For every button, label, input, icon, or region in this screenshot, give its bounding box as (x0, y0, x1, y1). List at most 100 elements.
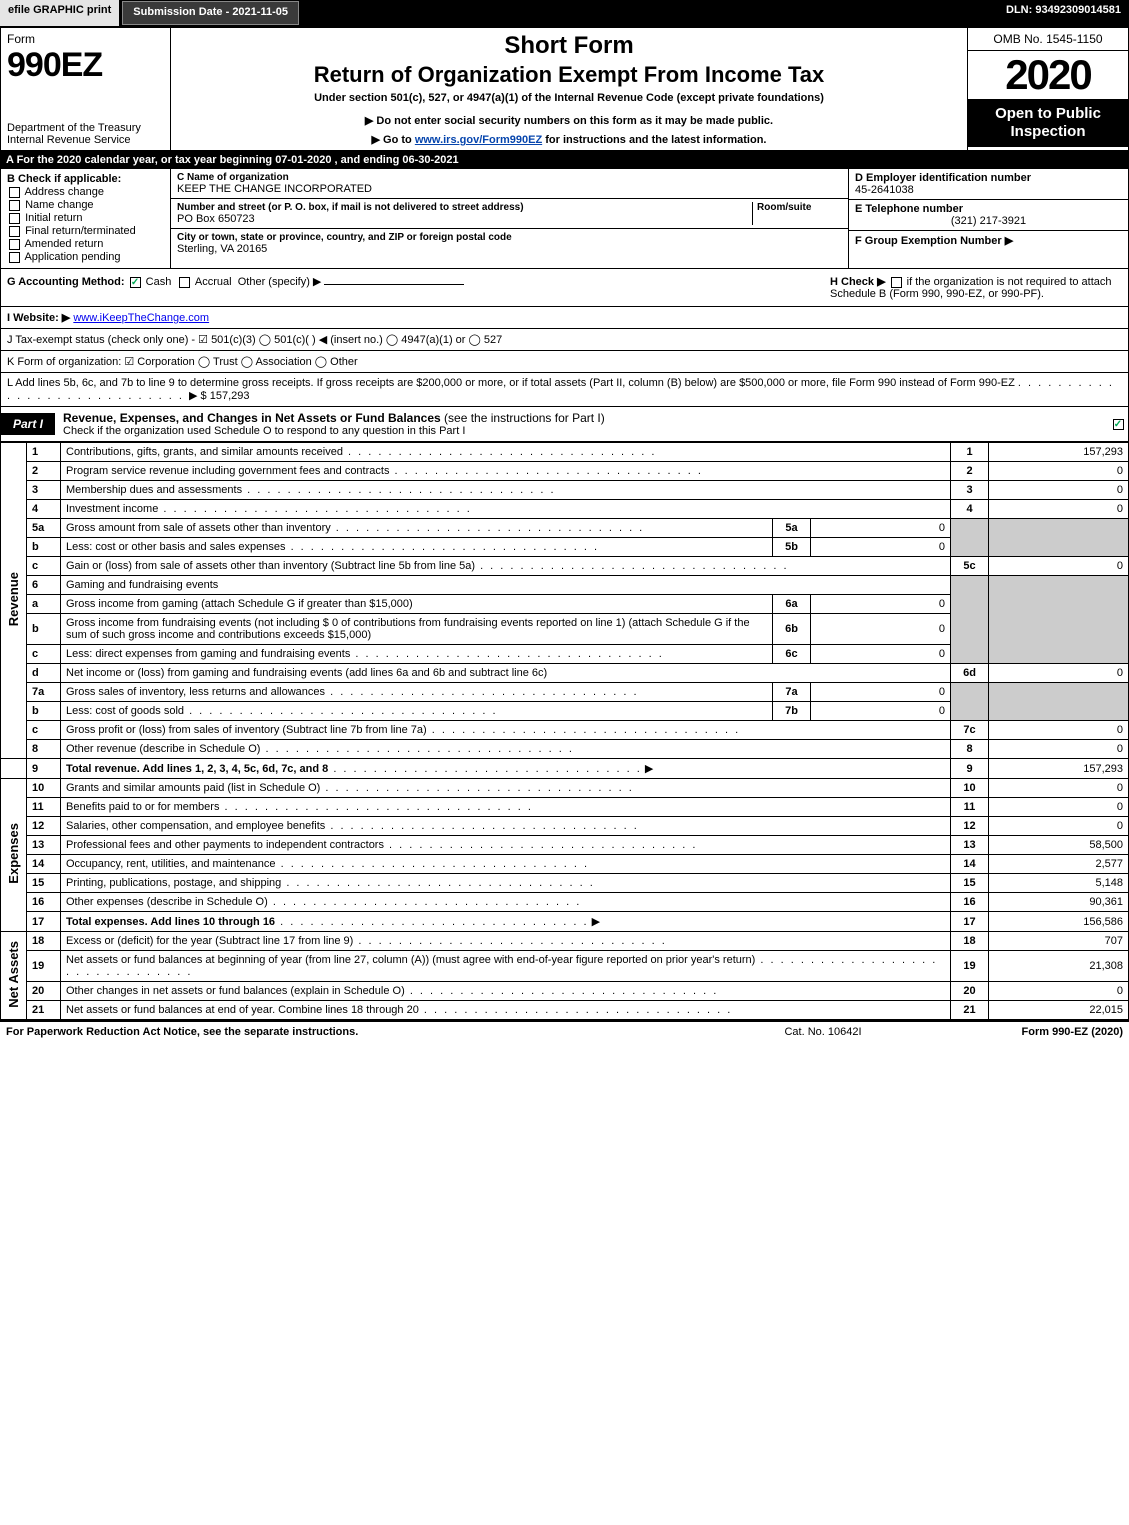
page-footer: For Paperwork Reduction Act Notice, see … (0, 1020, 1129, 1042)
other-specify-input[interactable] (324, 284, 464, 285)
footer-mid: Cat. No. 10642I (723, 1026, 923, 1038)
line-desc: Excess or (deficit) for the year (Subtra… (61, 932, 951, 951)
line-amount: 0 (989, 481, 1129, 500)
sub-val: 0 (811, 702, 951, 721)
chk-cash[interactable] (130, 277, 141, 288)
cash-label: Cash (146, 276, 172, 288)
line-desc: Other changes in net assets or fund bala… (61, 982, 951, 1001)
line-num: 1 (27, 443, 61, 462)
ein-label: D Employer identification number (855, 172, 1122, 184)
org-name-label: C Name of organization (177, 172, 842, 183)
line-5c: c Gain or (loss) from sale of assets oth… (1, 557, 1129, 576)
line-num: 9 (27, 759, 61, 779)
dept-treasury: Department of the Treasury (7, 122, 164, 134)
sub-num: 5b (773, 538, 811, 557)
chk-address-change[interactable]: Address change (7, 186, 164, 198)
efile-print-button[interactable]: efile GRAPHIC print (0, 0, 121, 26)
sub-val: 0 (811, 519, 951, 538)
arrow-icon: ▶ (645, 763, 653, 775)
line-amount: 0 (989, 740, 1129, 759)
tax-year: 2020 (968, 51, 1128, 99)
section-g: G Accounting Method: Cash Accrual Other … (7, 275, 822, 300)
line-ref: 11 (951, 798, 989, 817)
line-11: 11 Benefits paid to or for members 11 0 (1, 798, 1129, 817)
header-right: OMB No. 1545-1150 2020 Open to Public In… (968, 28, 1128, 150)
line-num: d (27, 664, 61, 683)
under-section: Under section 501(c), 527, or 4947(a)(1)… (177, 92, 961, 104)
chk-final-return[interactable]: Final return/terminated (7, 225, 164, 237)
line-2: 2 Program service revenue including gove… (1, 462, 1129, 481)
chk-label: Initial return (25, 212, 82, 224)
chk-schedule-b[interactable] (891, 277, 902, 288)
line-ref: 6d (951, 664, 989, 683)
section-def: D Employer identification number 45-2641… (848, 169, 1128, 268)
spacer (300, 0, 998, 26)
gh-row: G Accounting Method: Cash Accrual Other … (0, 269, 1129, 307)
line-desc: Net assets or fund balances at beginning… (61, 951, 951, 982)
line-ref: 19 (951, 951, 989, 982)
arrow-icon: ▶ (592, 916, 600, 928)
line-ref: 14 (951, 855, 989, 874)
line-desc: Less: cost or other basis and sales expe… (61, 538, 773, 557)
sub-val: 0 (811, 538, 951, 557)
sub-num: 6a (773, 595, 811, 614)
line-desc: Other expenses (describe in Schedule O) (61, 893, 951, 912)
line-amount: 0 (989, 557, 1129, 576)
chk-label: Name change (25, 199, 94, 211)
website-link[interactable]: www.iKeepTheChange.com (73, 312, 209, 324)
line-num: 2 (27, 462, 61, 481)
chk-label: Address change (24, 186, 104, 198)
h-label: H Check ▶ (830, 276, 886, 288)
line-desc: Gross income from fundraising events (no… (61, 614, 773, 645)
sub-num: 7b (773, 702, 811, 721)
sub-val: 0 (811, 645, 951, 664)
line-num: 4 (27, 500, 61, 519)
ein-value: 45-2641038 (855, 184, 1122, 196)
footer-right: Form 990-EZ (2020) (923, 1026, 1123, 1038)
line-desc: Less: direct expenses from gaming and fu… (61, 645, 773, 664)
chk-name-change[interactable]: Name change (7, 199, 164, 211)
section-e: E Telephone number (321) 217-3921 (849, 200, 1128, 231)
chk-application-pending[interactable]: Application pending (7, 251, 164, 263)
city-label: City or town, state or province, country… (177, 232, 842, 243)
chk-amended-return[interactable]: Amended return (7, 238, 164, 250)
city-row: City or town, state or province, country… (171, 229, 848, 258)
line-desc: Total expenses. Add lines 10 through 16 … (61, 912, 951, 932)
chk-initial-return[interactable]: Initial return (7, 212, 164, 224)
street-row: Number and street (or P. O. box, if mail… (171, 199, 848, 229)
grey-cell (989, 519, 1129, 557)
chk-label: Amended return (24, 238, 103, 250)
line-ref: 15 (951, 874, 989, 893)
org-name-row: C Name of organization KEEP THE CHANGE I… (171, 169, 848, 199)
line-num: 18 (27, 932, 61, 951)
vtab-netassets: Net Assets (1, 932, 27, 1020)
part1-title-text: Revenue, Expenses, and Changes in Net As… (63, 411, 441, 425)
line-3: 3 Membership dues and assessments 3 0 (1, 481, 1129, 500)
room-label: Room/suite (757, 202, 842, 213)
line-desc: Net income or (loss) from gaming and fun… (61, 664, 951, 683)
dept-irs: Internal Revenue Service (7, 134, 164, 146)
ssn-warning: ▶ Do not enter social security numbers o… (177, 114, 961, 127)
part1-check[interactable] (1108, 418, 1128, 430)
line-18: Net Assets 18 Excess or (deficit) for th… (1, 932, 1129, 951)
line-ref: 18 (951, 932, 989, 951)
irs-link[interactable]: www.irs.gov/Form990EZ (415, 134, 542, 146)
line-desc: Investment income (61, 500, 951, 519)
sub-val: 0 (811, 614, 951, 645)
chk-accrual[interactable] (179, 277, 190, 288)
open-inspection: Open to Public Inspection (968, 99, 1128, 147)
line-12: 12 Salaries, other compensation, and emp… (1, 817, 1129, 836)
line-1: Revenue 1 Contributions, gifts, grants, … (1, 443, 1129, 462)
line-15: 15 Printing, publications, postage, and … (1, 874, 1129, 893)
line-desc: Gain or (loss) from sale of assets other… (61, 557, 951, 576)
line-num: 12 (27, 817, 61, 836)
form-header: Form 990EZ Department of the Treasury In… (0, 26, 1129, 151)
line-num: 20 (27, 982, 61, 1001)
part1-tab: Part I (1, 413, 55, 435)
line-ref: 10 (951, 779, 989, 798)
line-desc: Gross profit or (loss) from sales of inv… (61, 721, 951, 740)
line-num: 21 (27, 1001, 61, 1020)
line-desc: Net assets or fund balances at end of ye… (61, 1001, 951, 1020)
line-21: 21 Net assets or fund balances at end of… (1, 1001, 1129, 1020)
part1-paren: (see the instructions for Part I) (444, 411, 605, 425)
